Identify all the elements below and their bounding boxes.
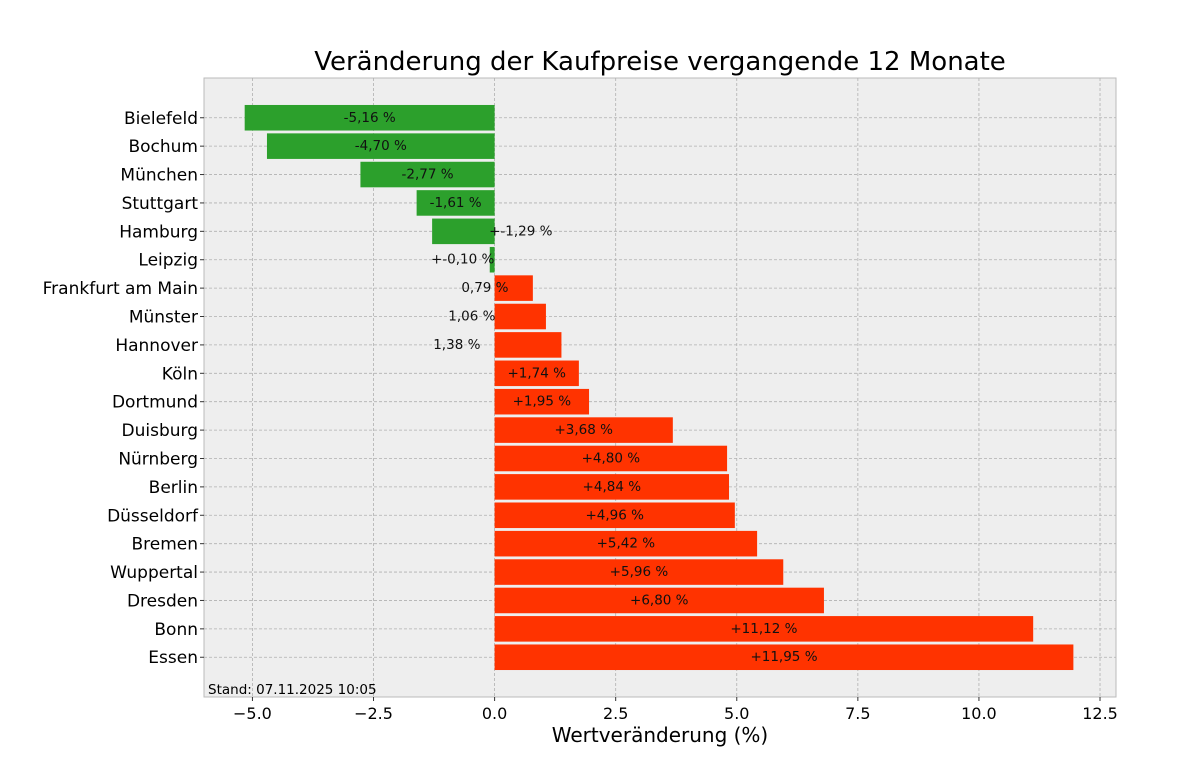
bar-stuttgart — [416, 190, 495, 216]
data-label: +3,68 % — [554, 422, 613, 438]
data-label: +1,95 % — [513, 394, 572, 410]
x-tick-label: 0.0 — [482, 704, 507, 723]
bar-hannover — [494, 332, 562, 358]
bar-bonn — [494, 616, 1034, 642]
y-tick-label: Dresden — [127, 591, 198, 611]
bar-duisburg — [494, 417, 673, 443]
chart-title: Veränderung der Kaufpreise vergangende 1… — [314, 47, 1006, 77]
bar-düsseldorf — [494, 502, 735, 529]
y-tick-label: Köln — [162, 364, 198, 384]
y-tick-label: Bielefeld — [124, 109, 198, 129]
data-label: +1,74 % — [507, 365, 566, 381]
x-tick-label: 10.0 — [961, 704, 997, 723]
x-tick-label: 7.5 — [845, 704, 870, 723]
data-label: 1,38 % — [433, 337, 480, 353]
data-label: +11,12 % — [730, 621, 797, 637]
y-tick-label: Hannover — [115, 336, 198, 356]
y-tick-label: Bonn — [154, 620, 198, 640]
data-label: 1,06 % — [448, 309, 495, 325]
y-tick-label: Dortmund — [112, 393, 198, 413]
timestamp-annotation: Stand: 07.11.2025 10:05 — [208, 682, 377, 698]
x-axis-label: Wertveränderung (%) — [552, 723, 769, 747]
bar-münster — [494, 303, 546, 330]
data-label: +11,95 % — [750, 649, 817, 665]
y-tick-label: Bochum — [128, 137, 198, 157]
y-tick-label: München — [120, 166, 198, 186]
y-tick-label: Düsseldorf — [107, 506, 199, 526]
data-label: +4,80 % — [582, 450, 641, 466]
data-label: -4,70 % — [355, 138, 407, 154]
bar-hamburg — [432, 218, 495, 245]
y-tick-label: Duisburg — [122, 421, 199, 441]
data-label: 0,79 % — [461, 280, 508, 296]
y-tick-label: Wuppertal — [110, 563, 198, 583]
y-tick-label: Hamburg — [119, 222, 198, 242]
x-tick-label: 2.5 — [603, 704, 628, 723]
bar-nürnberg — [494, 445, 728, 472]
data-label: +4,84 % — [583, 479, 642, 495]
data-labels: -5,16 % -4,70 % -2,77 % -1,61 % +-1,29 % +-0,… — [344, 110, 818, 665]
bar-münchen — [360, 161, 495, 188]
y-tick-label: Frankfurt am Main — [43, 279, 198, 299]
bar-bremen — [494, 530, 758, 557]
bar-bochum — [266, 133, 495, 159]
x-tick-label: −5.0 — [233, 704, 272, 723]
data-label: +-0,10 % — [431, 252, 495, 268]
y-tick-label: Bremen — [131, 535, 198, 555]
data-label: +5,42 % — [597, 536, 656, 552]
y-tick-label: Berlin — [149, 478, 198, 498]
data-label: +4,96 % — [585, 507, 644, 523]
y-tick-label: Nürnberg — [118, 449, 198, 469]
bar-bielefeld — [244, 104, 495, 131]
bar-frankfurt-am-main — [494, 275, 533, 301]
data-label: +6,80 % — [630, 592, 689, 608]
bar-berlin — [494, 474, 730, 500]
y-tick-label: Münster — [129, 308, 198, 328]
x-tick-label: 12.5 — [1082, 704, 1118, 723]
data-label: -2,77 % — [401, 167, 453, 183]
y-axis-ticks: Bielefeld Bochum München Stuttgart Hamburg Le… — [43, 109, 204, 668]
bar-dortmund — [494, 388, 590, 415]
y-tick-label: Essen — [148, 648, 198, 668]
bars — [244, 104, 1074, 671]
data-label: +5,96 % — [610, 564, 669, 580]
data-label: +-1,29 % — [489, 223, 553, 239]
bar-dresden — [494, 587, 824, 614]
y-tick-label: Leipzig — [138, 251, 198, 271]
bar-leipzig — [489, 246, 495, 273]
data-label: -1,61 % — [430, 195, 482, 211]
data-label: -5,16 % — [344, 110, 396, 126]
x-tick-label: 5.0 — [724, 704, 749, 723]
x-axis-ticks: −5.0 −2.5 0.0 2.5 5.0 7.5 10.0 12.5 — [233, 697, 1118, 723]
y-tick-label: Stuttgart — [122, 194, 199, 214]
bar-wuppertal — [494, 559, 784, 585]
x-tick-label: −2.5 — [354, 704, 393, 723]
bar-köln — [494, 360, 579, 387]
bar-essen — [494, 644, 1074, 671]
